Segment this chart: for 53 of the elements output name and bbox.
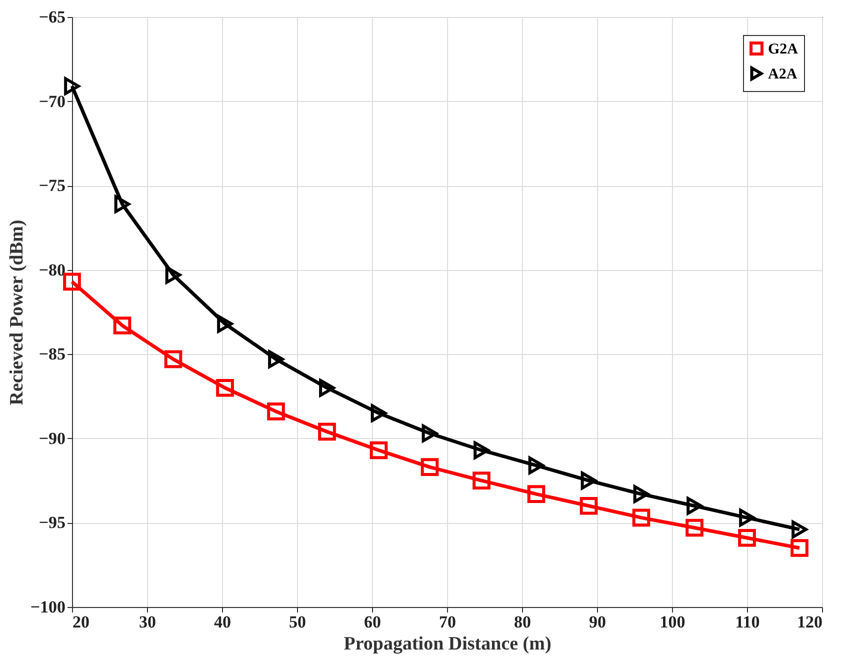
point	[686, 496, 702, 515]
y-tick-label: −90	[38, 428, 66, 448]
x-tick-label: 70	[439, 612, 456, 632]
y-tick-label: −95	[38, 513, 66, 532]
point	[580, 472, 597, 490]
point	[738, 528, 756, 547]
x-tick-label: 20	[72, 612, 90, 632]
y-axis-title: Recieved Power (dBm)	[6, 220, 28, 406]
point	[472, 472, 490, 490]
point	[420, 458, 439, 476]
point	[216, 378, 234, 397]
x-tick-label: 120	[797, 612, 822, 632]
point	[113, 316, 132, 334]
point	[63, 272, 81, 291]
point	[790, 539, 808, 557]
point	[422, 424, 438, 442]
y-tick-label: −100	[30, 598, 66, 616]
legend-label: G2A	[768, 42, 798, 58]
point	[632, 508, 650, 527]
point	[64, 77, 80, 96]
y-tick-label: −75	[38, 176, 66, 196]
point	[370, 404, 387, 422]
y-tick-label: −70	[38, 92, 66, 111]
point	[527, 485, 546, 503]
x-tick-label: 90	[589, 612, 606, 632]
point	[318, 422, 336, 441]
point	[268, 350, 284, 368]
point	[528, 456, 544, 474]
x-tick-label: 50	[289, 612, 306, 632]
point	[474, 441, 490, 460]
legend-label: A2A	[768, 66, 798, 82]
point	[739, 508, 755, 527]
point	[792, 520, 808, 538]
y-tick-label: −85	[38, 344, 66, 364]
x-tick-label: 30	[139, 612, 156, 632]
point	[633, 485, 650, 503]
x-tick-label: 60	[364, 612, 381, 632]
point	[370, 441, 388, 460]
x-tick-label: 100	[660, 612, 686, 632]
x-tick-label: 110	[735, 612, 760, 632]
point	[217, 314, 233, 333]
point	[686, 518, 704, 537]
y-tick-label: −80	[38, 260, 66, 280]
point	[164, 350, 182, 368]
x-tick-label: 40	[214, 612, 231, 632]
point	[165, 266, 182, 284]
point	[580, 496, 598, 515]
x-tick-label: 80	[514, 612, 531, 632]
point	[267, 402, 285, 420]
x-axis-title: Propagation Distance (m)	[344, 634, 552, 654]
point	[319, 378, 335, 397]
y-tick-label: −65	[38, 8, 66, 26]
point	[114, 195, 130, 214]
